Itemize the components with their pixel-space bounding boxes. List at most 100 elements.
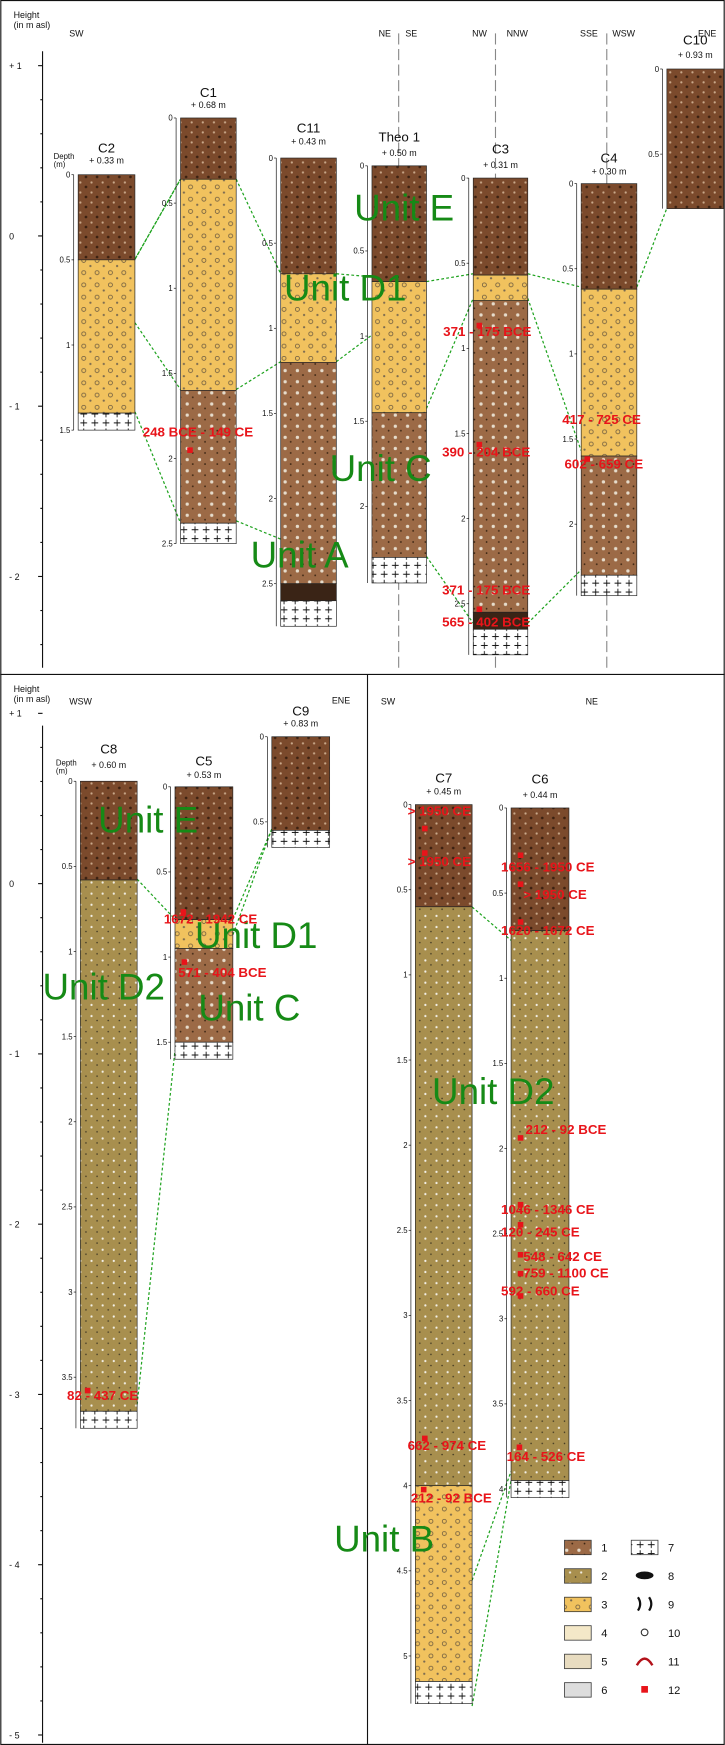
depth-tick-label: 2 <box>68 1118 72 1127</box>
column-elevation: + 0.68 m <box>191 100 226 110</box>
date-label: 759 - 1100 CE <box>523 1266 608 1281</box>
layer <box>511 1481 569 1498</box>
depth-tick-label: 0.5 <box>156 868 167 877</box>
date-label: > 1950 CE <box>408 854 472 869</box>
direction-label: WSW <box>612 29 635 39</box>
depth-tick-label: 0.5 <box>455 259 466 268</box>
depth-tick-label: 0.5 <box>262 239 273 248</box>
layer <box>281 158 337 274</box>
unit-label: Unit C <box>198 988 300 1029</box>
correlation-line <box>336 335 372 362</box>
height-tick-label: 0 <box>9 231 14 241</box>
depth-tick-label: 2.5 <box>162 539 173 548</box>
column-elevation: + 0.45 m <box>426 787 461 797</box>
legend-label: 1 <box>601 1542 607 1554</box>
legend-label: 4 <box>601 1628 607 1640</box>
layer <box>181 390 237 523</box>
depth-tick-label: 1.5 <box>563 435 574 444</box>
column-name: C5 <box>195 754 212 769</box>
legend-swatch <box>564 1626 591 1640</box>
height-tick-label: 0 <box>9 879 14 889</box>
depth-tick-label: 1 <box>66 341 70 350</box>
depth-tick-label: 0 <box>68 777 73 786</box>
correlation-line <box>528 298 581 450</box>
legend-label: 10 <box>668 1628 680 1640</box>
depth-tick-label: 3.5 <box>62 1373 73 1382</box>
depth-tick-label: 4 <box>499 1485 504 1494</box>
layer <box>272 737 330 831</box>
correlation-line <box>472 1480 511 1706</box>
date-label: 212 - 92 BCE <box>526 1122 607 1137</box>
depth-tick-label: 3 <box>403 1311 407 1320</box>
direction-label: SW <box>69 29 84 39</box>
depth-tick-label: 0.5 <box>397 886 408 895</box>
column-elevation: + 0.44 m <box>523 790 558 800</box>
column-name: C4 <box>600 150 618 165</box>
date-label: 390 - 204 BCE <box>442 444 530 459</box>
depth-tick-label: 4.5 <box>397 1567 408 1576</box>
legend-symbol <box>641 1629 648 1636</box>
depth-tick-label: 0.5 <box>60 256 71 265</box>
height-tick-label: - 2 <box>9 1220 19 1230</box>
layer <box>78 260 135 413</box>
depth-tick-label: 2.5 <box>455 600 466 609</box>
unit-label: Unit D1 <box>284 267 406 308</box>
depth-tick-label: 1.5 <box>156 1038 167 1047</box>
sample-marker <box>422 826 428 832</box>
unit-label: Unit E <box>354 187 454 228</box>
date-label: > 1950 CE <box>408 804 472 819</box>
layer <box>78 175 135 260</box>
date-label: 592 - 660 CE <box>501 1283 580 1298</box>
correlation-line <box>637 208 667 287</box>
unit-label: Unit D2 <box>432 1071 554 1112</box>
depth-tick-label: 1 <box>360 332 364 341</box>
depth-title: (m) <box>54 160 66 169</box>
depth-tick-label: 1.5 <box>60 426 71 435</box>
layer <box>473 275 528 301</box>
layer <box>473 178 528 275</box>
legend-swatch <box>564 1597 591 1611</box>
legend-label: 5 <box>601 1656 607 1668</box>
column-name: C1 <box>200 85 217 100</box>
depth-tick-label: 2 <box>499 1144 503 1153</box>
column-elevation: + 0.50 m <box>382 148 417 158</box>
depth-tick-label: 0.5 <box>353 247 364 256</box>
legend-swatch <box>631 1540 658 1554</box>
legend-swatch <box>564 1683 591 1697</box>
legend-label: 8 <box>668 1571 674 1583</box>
sample-marker <box>477 607 483 613</box>
depth-tick-label: 3 <box>499 1315 503 1324</box>
depth-tick-label: 1.5 <box>162 369 173 378</box>
depth-tick-label: 3.5 <box>397 1396 408 1405</box>
date-label: 371 - 175 BCE <box>443 324 531 339</box>
depth-tick-label: 2 <box>461 514 465 523</box>
layer <box>80 880 137 1411</box>
depth-tick-label: 1.5 <box>262 409 273 418</box>
height-tick-label: + 1 <box>9 61 22 71</box>
date-label: > 1950 CE <box>523 887 587 902</box>
height-tick-label: - 3 <box>9 1390 19 1400</box>
column-name: C3 <box>492 142 509 157</box>
depth-tick-label: 2 <box>403 1141 407 1150</box>
direction-label: NW <box>472 29 487 39</box>
column-name: C8 <box>100 741 117 756</box>
correlation-line <box>528 274 581 287</box>
height-axis-title: Height <box>14 10 40 20</box>
depth-tick-label: 0.5 <box>563 265 574 274</box>
height-tick-label: - 5 <box>9 1730 19 1740</box>
layer <box>415 1486 472 1682</box>
depth-tick-label: 2.5 <box>262 579 273 588</box>
legend-label: 9 <box>668 1599 674 1611</box>
content: Height(in m asl)+ 10- 1- 2SWNESENWNNWSSE… <box>9 10 723 1743</box>
height-tick-label: - 1 <box>9 402 19 412</box>
column-elevation: + 0.43 m <box>291 137 326 147</box>
unit-label: Unit E <box>98 799 198 840</box>
unit-label: Unit B <box>334 1518 434 1559</box>
layer <box>181 118 237 179</box>
correlation-line <box>233 829 272 919</box>
date-label: 248 BCE - 149 CE <box>143 424 254 439</box>
correlation-line <box>137 1051 175 1405</box>
depth-tick-label: 0 <box>66 171 71 180</box>
height-axis-title: Height <box>14 684 40 694</box>
direction-label: NE <box>586 696 598 706</box>
